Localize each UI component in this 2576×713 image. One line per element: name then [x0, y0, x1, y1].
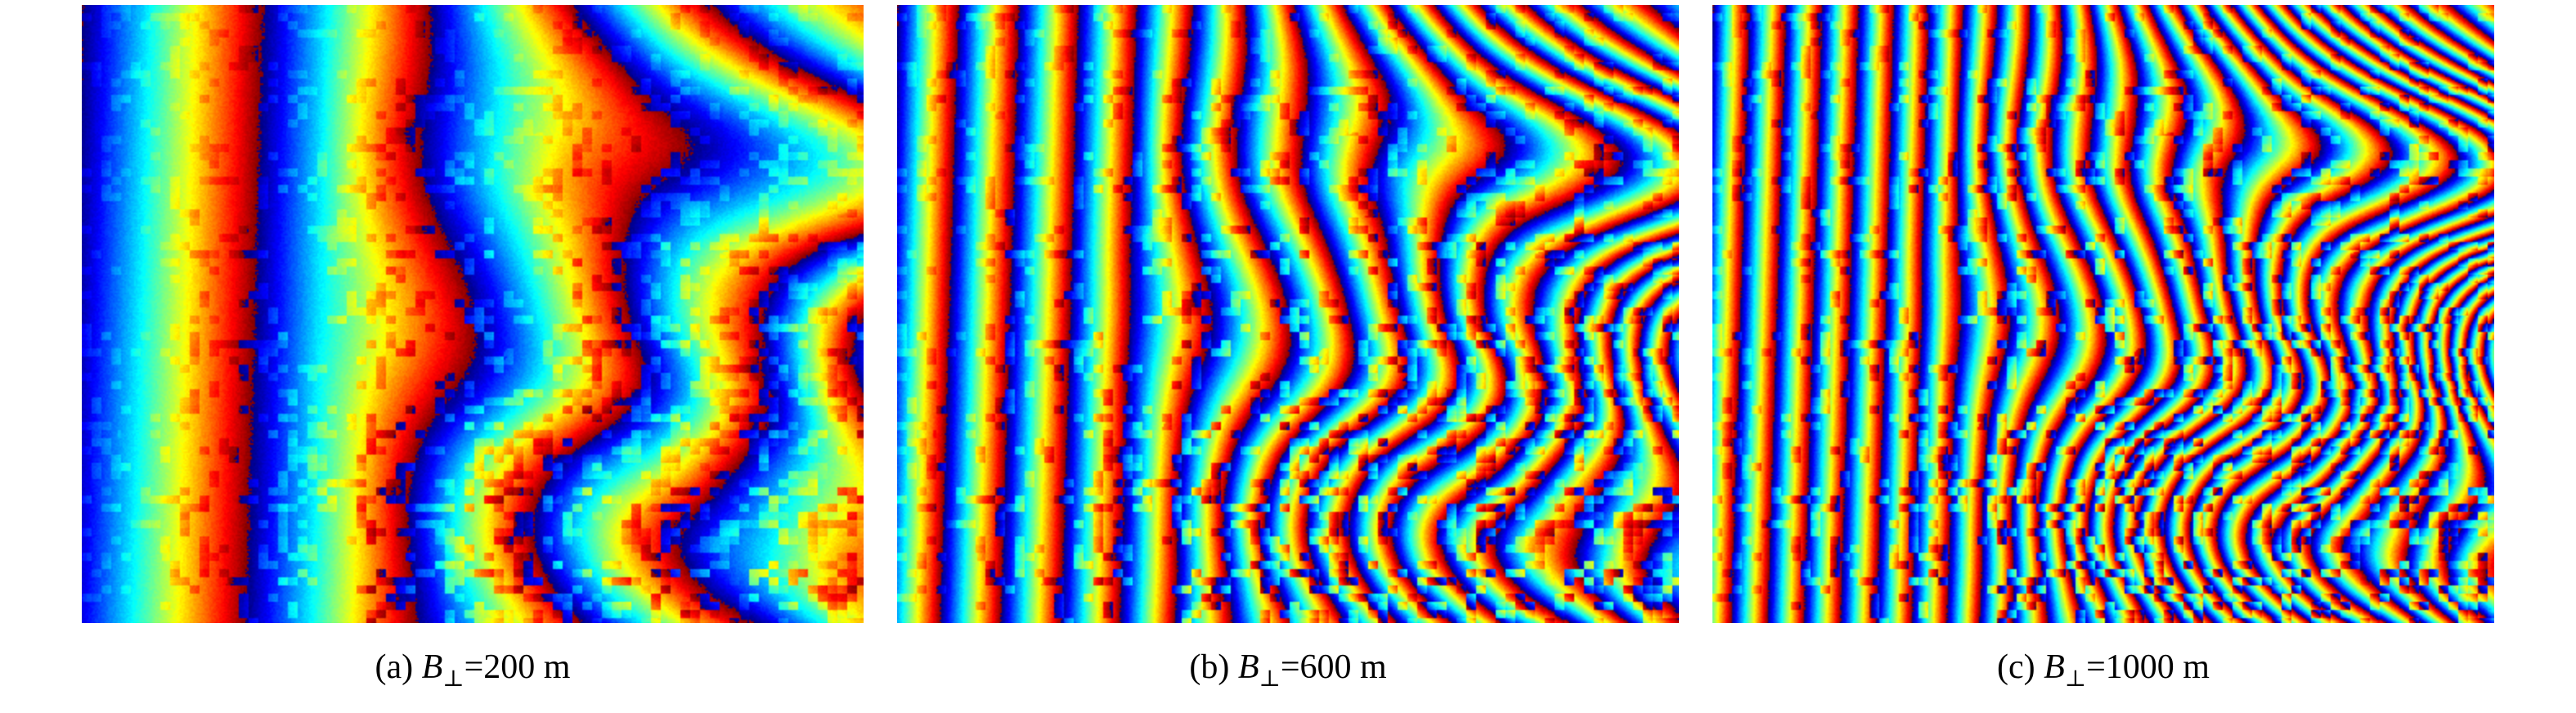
caption-a: (a) B⊥=200 m	[82, 648, 864, 693]
caption-value: =1000 m	[2086, 648, 2210, 686]
caption-value: =600 m	[1280, 648, 1387, 686]
caption-c: (c) B⊥=1000 m	[1712, 648, 2494, 693]
caption-label: (c)	[1997, 648, 2035, 686]
caption-symbol: B	[421, 648, 443, 686]
interferogram-canvas-b	[897, 5, 1679, 623]
interferogram-canvas-c	[1712, 5, 2494, 623]
caption-symbol: B	[1237, 648, 1259, 686]
interferogram-b	[897, 5, 1679, 623]
caption-label: (a)	[375, 648, 414, 686]
caption-symbol: B	[2044, 648, 2065, 686]
caption-subscript: ⊥	[2064, 666, 2087, 692]
caption-subscript: ⊥	[1259, 666, 1281, 692]
interferogram-canvas-a	[82, 5, 864, 623]
interferogram-c	[1712, 5, 2494, 623]
interferogram-a	[82, 5, 864, 623]
caption-value: =200 m	[464, 648, 571, 686]
caption-subscript: ⊥	[442, 666, 464, 692]
caption-b: (b) B⊥=600 m	[897, 648, 1679, 693]
caption-label: (b)	[1189, 648, 1230, 686]
